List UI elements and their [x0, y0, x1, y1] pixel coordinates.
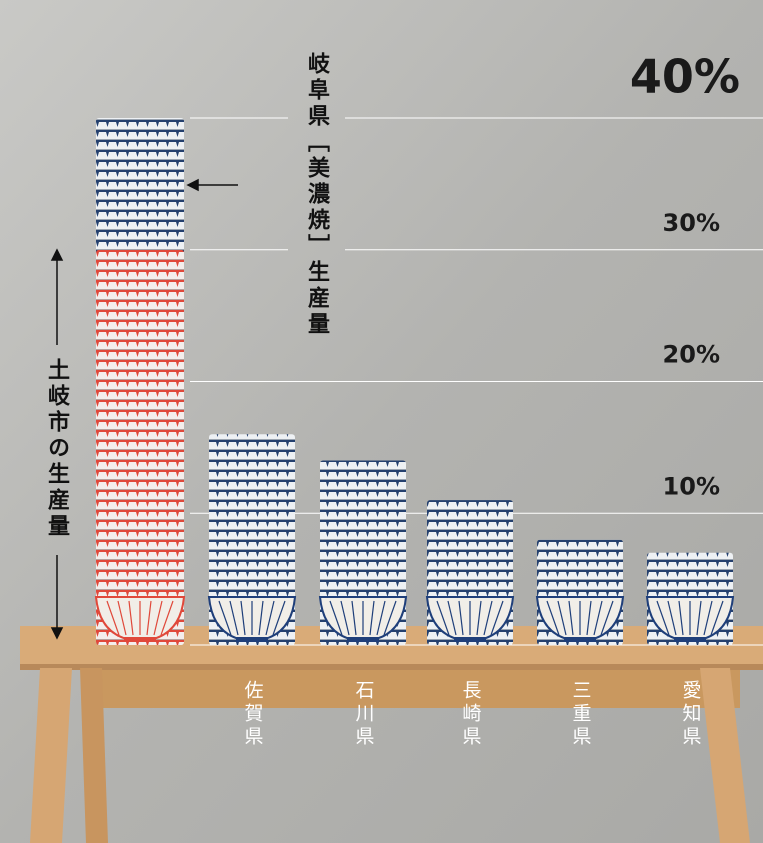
- arrows: [50, 178, 238, 640]
- bowl-petal: [476, 600, 482, 636]
- bowl-petal: [568, 600, 574, 636]
- bowl-petal: [593, 600, 603, 636]
- bowl-foot: [454, 637, 486, 642]
- bowl-petal: [458, 600, 464, 636]
- bowl-petal: [272, 600, 286, 636]
- x-tick-label: 愛知県: [680, 680, 702, 749]
- x-tick-label: 佐賀県: [242, 680, 264, 749]
- bowl-foot: [674, 637, 706, 642]
- bowl-petal: [369, 600, 375, 636]
- bowl-petal: [146, 600, 152, 636]
- bowl-petal: [696, 600, 702, 636]
- bowl-petal: [229, 600, 239, 636]
- toki-stack: [96, 249, 184, 645]
- bowl-foot: [564, 637, 596, 642]
- bowl-petal: [258, 600, 264, 636]
- bowl-petal: [436, 600, 450, 636]
- y-tick-label: 30%: [663, 209, 720, 237]
- bowl-foot: [124, 637, 156, 642]
- bowl-petal: [218, 600, 232, 636]
- table: [20, 626, 763, 843]
- bowl-petal: [128, 600, 134, 636]
- bowl-petal: [546, 600, 560, 636]
- bowl-petal: [656, 600, 670, 636]
- bowl-petal: [483, 600, 493, 636]
- y-tick-label: 20%: [663, 341, 720, 369]
- bowl-petal: [710, 600, 724, 636]
- bowl-petal: [383, 600, 397, 636]
- bowl-petal: [667, 600, 677, 636]
- bowl-petal: [106, 600, 120, 636]
- bowl-petal: [117, 600, 127, 636]
- bowl-petal: [265, 600, 275, 636]
- x-tick-label: 石川県: [353, 680, 375, 749]
- bowl-petal: [240, 600, 246, 636]
- x-tick-label: 長崎県: [460, 680, 482, 749]
- bowl-petal: [376, 600, 386, 636]
- bowl-petal: [351, 600, 357, 636]
- bowl-petal: [160, 600, 174, 636]
- x-tick-label: 三重県: [570, 680, 592, 749]
- bowl-petal: [153, 600, 163, 636]
- bowl-foot: [347, 637, 379, 642]
- bowl-stack: [209, 434, 295, 645]
- bowl-petal: [490, 600, 504, 636]
- y-tick-label: 40%: [630, 50, 740, 104]
- bowl-petal: [340, 600, 350, 636]
- bowl-petal: [600, 600, 614, 636]
- bowl-petal: [447, 600, 457, 636]
- bowl-petal: [703, 600, 713, 636]
- y-tick-label: 10%: [663, 472, 720, 500]
- toki-label: 土岐市の生産量: [44, 358, 70, 540]
- bowl-petal: [678, 600, 684, 636]
- bowl-petal: [586, 600, 592, 636]
- bowl-petal: [329, 600, 343, 636]
- gifu-label: 岐阜県［美濃焼］生産量: [304, 52, 330, 338]
- bowl-petal: [557, 600, 567, 636]
- bowl-foot: [236, 637, 268, 642]
